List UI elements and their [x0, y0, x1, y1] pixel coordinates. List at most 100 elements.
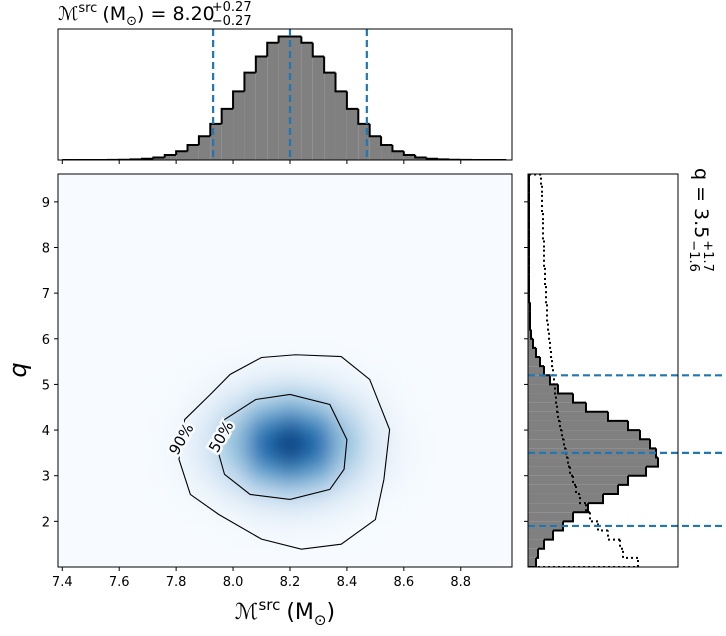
- histogram-edge: [209, 122, 222, 137]
- histogram-edge: [311, 42, 325, 58]
- xlabel-symbol: ℳ: [235, 600, 259, 625]
- histogram-edge: [528, 293, 530, 304]
- y-tick-label: 9: [42, 196, 50, 211]
- histogram-bar: [528, 512, 573, 522]
- density-cell: [304, 466, 334, 486]
- prior-step: [575, 484, 580, 495]
- histogram-edge: [532, 338, 536, 349]
- histogram-edge: [603, 484, 619, 495]
- histogram-edge: [543, 366, 550, 377]
- histogram-edge: [528, 557, 537, 567]
- prior-step: [528, 174, 542, 185]
- density-cell: [332, 393, 362, 413]
- density-cell: [275, 430, 305, 449]
- histogram-edge: [414, 155, 427, 159]
- histogram-edge: [538, 539, 545, 550]
- histogram-edge: [607, 411, 628, 422]
- x-tick-label: 8.8: [450, 575, 471, 590]
- histogram-bar: [528, 338, 533, 348]
- prior-step: [569, 466, 573, 477]
- density-cell: [161, 521, 191, 541]
- prior-step: [541, 201, 543, 212]
- histogram-bar: [255, 56, 268, 160]
- density-cell: [190, 466, 220, 486]
- histogram-bar: [415, 157, 427, 160]
- histogram-edge: [140, 157, 154, 160]
- density-cell: [361, 430, 391, 449]
- density-cell: [389, 484, 419, 504]
- prior-step: [619, 539, 623, 550]
- histogram-bar: [210, 123, 222, 160]
- x-tick-label: 8.4: [337, 575, 358, 590]
- density-cell: [332, 357, 362, 376]
- histogram-bar: [528, 557, 536, 567]
- histogram-edge: [572, 393, 586, 404]
- histogram-edge: [655, 448, 658, 459]
- density-cell: [389, 521, 419, 541]
- density-cell: [190, 521, 220, 541]
- histogram-bar: [187, 145, 199, 160]
- histogram-bar: [528, 366, 544, 376]
- density-cell: [275, 375, 305, 395]
- histogram-bar: [528, 384, 558, 394]
- plot-area: [528, 174, 659, 567]
- histogram-bar: [528, 357, 540, 367]
- density-cell: [161, 503, 191, 522]
- histogram-edge: [334, 72, 347, 93]
- histogram-edge: [323, 56, 336, 74]
- histogram-bar: [244, 72, 256, 160]
- density-cell: [218, 521, 248, 541]
- density-cell: [275, 393, 305, 413]
- density-cell: [361, 521, 391, 541]
- histogram-bar: [528, 347, 536, 358]
- prior-step: [549, 338, 551, 349]
- prior-step: [545, 293, 547, 304]
- histogram-edge: [585, 402, 608, 413]
- histogram-bar: [528, 475, 628, 485]
- prior-step: [585, 503, 590, 514]
- density-cell: [218, 393, 248, 413]
- histogram-bar: [528, 466, 646, 476]
- histogram-bar: [528, 430, 640, 440]
- density-cell: [304, 503, 334, 522]
- density-cell: [389, 430, 419, 449]
- density-cell: [332, 448, 362, 468]
- density-cell: [304, 411, 334, 431]
- density-cell: [218, 375, 248, 395]
- y-tick-label: 2: [42, 515, 50, 530]
- y-tick-label: 5: [42, 378, 50, 393]
- density-cell: [361, 466, 391, 486]
- prior-step: [555, 393, 557, 404]
- histogram-edge: [232, 90, 245, 109]
- right-title-group: q = 3.5 +1.7−1.6: [686, 168, 715, 272]
- histogram-edge: [544, 530, 554, 541]
- prior-step: [557, 411, 560, 422]
- histogram-bar: [346, 108, 359, 160]
- density-cell: [332, 484, 362, 504]
- density-cell: [275, 503, 305, 522]
- histogram-bar: [153, 157, 165, 160]
- histogram-bar: [403, 155, 416, 160]
- density-cell: [218, 430, 248, 449]
- density-cell: [361, 484, 391, 504]
- panel-frame: [57, 173, 513, 568]
- histogram-bar: [369, 136, 382, 160]
- prior-step: [528, 557, 639, 567]
- density-cell: [304, 375, 334, 395]
- prior-step: [622, 548, 638, 559]
- density-cell: [389, 466, 419, 486]
- histogram-edge: [345, 91, 359, 110]
- y-tick-label: 7: [42, 287, 50, 302]
- density-cell: [247, 503, 277, 522]
- density-cell: [218, 357, 248, 376]
- histogram-edge: [536, 548, 539, 559]
- density-cell: [161, 393, 191, 413]
- prior-step: [552, 366, 554, 377]
- x-axis-label: ℳsrc (M⊙): [235, 596, 335, 629]
- histogram-edge: [563, 512, 574, 523]
- density-cell: [389, 357, 419, 376]
- histogram-edge: [557, 384, 573, 395]
- density-cell: [304, 484, 334, 504]
- histogram-edge: [539, 357, 544, 368]
- histogram-edge: [529, 320, 531, 331]
